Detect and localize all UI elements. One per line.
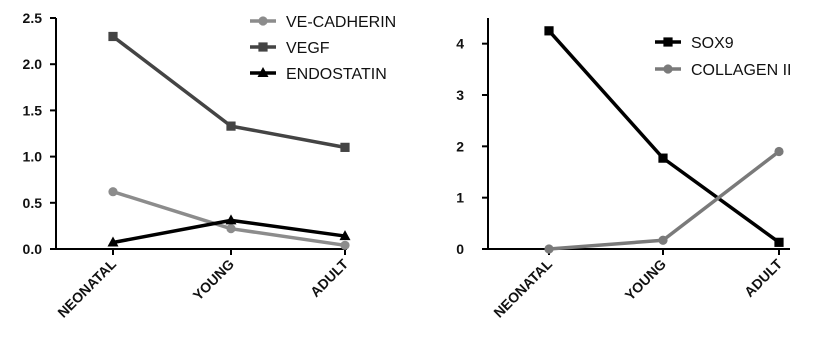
y-tick-label: 3 <box>456 87 464 103</box>
legend-label: VEGF <box>286 40 330 57</box>
legend-label: SOX9 <box>691 35 734 52</box>
legend-item-collagen-ii: COLLAGEN II <box>655 62 791 79</box>
point-vegf <box>108 31 118 42</box>
y-tick-label: 1.5 <box>23 102 43 118</box>
series-line-collagen-ii <box>548 150 781 251</box>
point-endostatin <box>339 230 351 241</box>
point-ve-cadherin <box>226 224 236 234</box>
x-tick-label-neonatal: NEONATAL <box>54 255 119 320</box>
x-tick-label-neonatal: NEONATAL <box>490 255 555 320</box>
legend-item-endostatin: ENDOSTATIN <box>250 66 387 83</box>
chart-right: 0 1 2 3 4 NEONATAL YOUNG ADULT SOX9 COLLAGEN II <box>456 18 791 321</box>
legend-item-ve-cadherin: VE-CADHERIN <box>250 14 396 31</box>
point-sox9 <box>544 26 554 36</box>
legend-item-vegf: VEGF <box>250 40 330 57</box>
legend-marker <box>258 42 268 52</box>
y-tick-label: 2.0 <box>23 56 43 72</box>
point-sox9 <box>658 153 668 163</box>
point-ve-cadherin <box>108 187 118 197</box>
point-sox9 <box>774 237 784 247</box>
legend-label: COLLAGEN II <box>691 62 791 79</box>
y-tick-label: 0.5 <box>23 195 43 211</box>
point-vegf <box>340 142 350 152</box>
x-tick-label-young: YOUNG <box>190 256 238 304</box>
y-tick-label: 0.0 <box>23 241 43 257</box>
x-tick-label-young: YOUNG <box>622 256 670 304</box>
legend-marker <box>663 37 673 47</box>
x-tick-label-adult: ADULT <box>307 255 351 299</box>
y-tick-label: 1 <box>456 190 464 206</box>
y-tick-label: 2.5 <box>23 10 43 26</box>
chart-left: 0.0 0.5 1.0 1.5 2.0 2.5 NEONATAL YOUNG ADULT VE-C… <box>23 10 397 321</box>
legend-label: ENDOSTATIN <box>286 66 387 83</box>
x-tick-label-adult: ADULT <box>741 255 785 299</box>
legend-marker <box>257 67 269 77</box>
legend-marker <box>258 16 268 26</box>
legend-item-sox9: SOX9 <box>655 35 734 52</box>
point-collagen-ii <box>774 146 784 157</box>
y-tick-label: 4 <box>456 36 464 52</box>
point-collagen-ii <box>658 235 668 245</box>
y-tick-label: 0 <box>456 241 464 257</box>
y-tick-label: 1.0 <box>23 149 43 165</box>
point-ve-cadherin <box>340 240 350 250</box>
y-tick-label: 2 <box>456 138 464 154</box>
point-vegf <box>226 121 236 131</box>
point-collagen-ii <box>544 244 554 254</box>
legend-marker <box>663 64 673 74</box>
point-endostatin <box>107 236 119 247</box>
legend-label: VE-CADHERIN <box>286 14 396 31</box>
point-endostatin <box>225 214 237 225</box>
